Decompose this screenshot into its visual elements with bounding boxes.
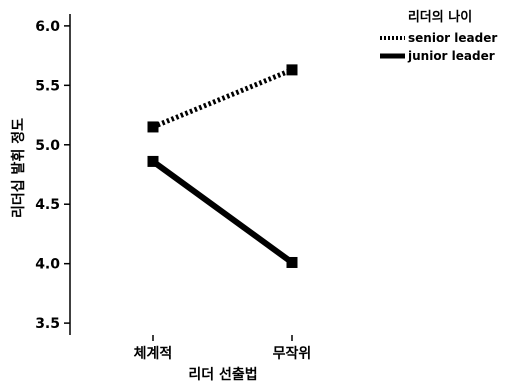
y-tick-label: 5.5 bbox=[35, 78, 60, 94]
junior-leader-point bbox=[147, 155, 159, 167]
junior-leader-point bbox=[286, 256, 298, 268]
legend-title: 리더의 나이 bbox=[408, 9, 472, 25]
junior-leader-legend-label: junior leader bbox=[407, 49, 495, 63]
y-tick-label: 6.0 bbox=[35, 19, 60, 35]
x-axis-ticks: 체계적 무작위 bbox=[134, 335, 312, 362]
y-axis-ticks: 3.5 4.0 4.5 5.0 5.5 6.0 bbox=[35, 19, 70, 332]
senior-leader-legend-label: senior leader bbox=[408, 31, 497, 45]
y-tick-label: 3.5 bbox=[35, 316, 60, 332]
x-axis-title: 리더 선출법 bbox=[188, 366, 257, 382]
x-tick-label: 무작위 bbox=[273, 345, 312, 362]
x-tick-label: 체계적 bbox=[134, 345, 173, 362]
y-axis: 3.5 4.0 4.5 5.0 5.5 6.0 bbox=[35, 14, 71, 335]
senior-leader-point bbox=[286, 64, 298, 76]
y-tick-label: 5.0 bbox=[35, 138, 60, 154]
series-layer bbox=[147, 64, 298, 268]
junior-leader-line bbox=[151, 158, 294, 265]
senior-leader-line bbox=[152, 67, 293, 130]
y-axis-title: 리더십 발휘 정도 bbox=[10, 118, 27, 218]
x-axis: 체계적 무작위 bbox=[134, 335, 312, 362]
legend: 리더의 나이 senior leader junior leader bbox=[380, 9, 497, 63]
y-tick-label: 4.0 bbox=[35, 257, 60, 273]
senior-leader-point bbox=[147, 121, 159, 133]
y-tick-label: 4.5 bbox=[35, 197, 60, 213]
legend-items: senior leader junior leader bbox=[380, 31, 497, 63]
